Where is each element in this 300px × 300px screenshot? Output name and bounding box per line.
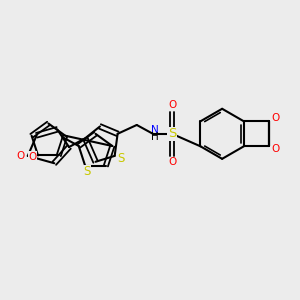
Text: S: S: [168, 127, 176, 140]
Text: O: O: [271, 144, 279, 154]
Text: H: H: [152, 132, 159, 142]
Text: O: O: [168, 100, 176, 110]
Text: O: O: [168, 158, 176, 167]
Text: N: N: [152, 125, 159, 135]
Text: O: O: [271, 113, 279, 123]
Text: O: O: [28, 152, 37, 162]
Text: O: O: [16, 151, 25, 161]
Text: S: S: [83, 165, 90, 178]
Text: S: S: [118, 152, 125, 165]
